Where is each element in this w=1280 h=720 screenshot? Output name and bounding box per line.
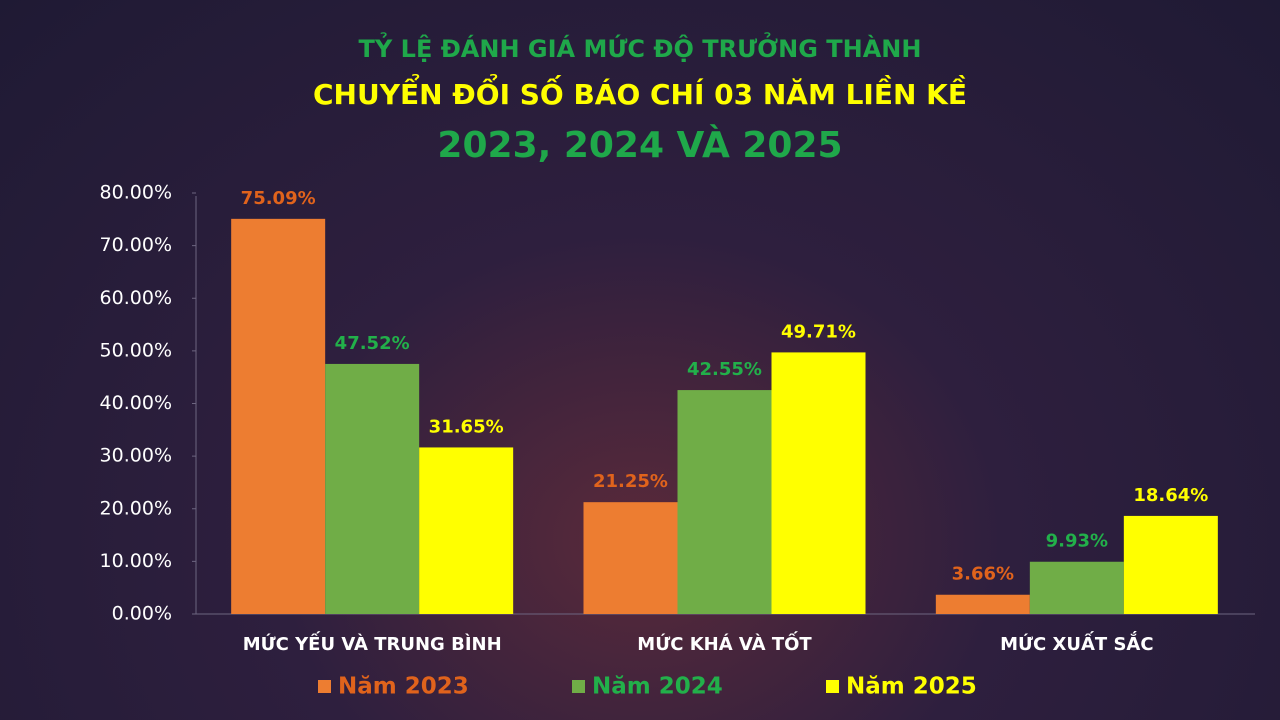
y-tick-label: 40.00% <box>100 392 172 414</box>
data-label: 42.55% <box>687 359 762 380</box>
data-label: 75.09% <box>241 188 316 209</box>
bar <box>677 390 772 614</box>
bar <box>1123 515 1218 614</box>
data-label: 18.64% <box>1133 485 1208 506</box>
bar <box>419 447 514 614</box>
y-tick-label: 30.00% <box>100 445 172 467</box>
data-label: 31.65% <box>429 416 504 437</box>
x-tick-label: MỨC KHÁ VÀ TỐT <box>637 631 812 655</box>
chart-title: CHUYỂN ĐỔI SỐ BÁO CHÍ 03 NĂM LIỀN KỀ <box>313 71 967 111</box>
legend-swatch <box>826 680 839 693</box>
data-label: 47.52% <box>335 333 410 354</box>
bar <box>325 363 420 614</box>
y-tick-label: 60.00% <box>100 287 172 309</box>
legend-label: Năm 2025 <box>846 674 977 700</box>
bar <box>583 502 678 614</box>
legend-label: Năm 2023 <box>338 674 469 700</box>
chart-title: TỶ LỆ ĐÁNH GIÁ MỨC ĐỘ TRƯỞNG THÀNH <box>359 30 922 63</box>
data-label: 9.93% <box>1046 531 1108 552</box>
y-tick-label: 80.00% <box>100 182 172 204</box>
y-tick-label: 0.00% <box>112 603 172 625</box>
bar <box>231 218 326 615</box>
legend-label: Năm 2024 <box>592 674 723 700</box>
chart-title: 2023, 2024 VÀ 2025 <box>437 124 842 166</box>
bar <box>771 352 866 614</box>
y-tick-label: 20.00% <box>100 497 172 519</box>
y-tick-label: 50.00% <box>100 339 172 361</box>
data-label: 3.66% <box>952 564 1014 585</box>
y-tick-label: 70.00% <box>100 234 172 256</box>
x-tick-label: MỨC YẾU VÀ TRUNG BÌNH <box>243 631 502 655</box>
bar <box>1029 561 1124 614</box>
y-tick-label: 10.00% <box>100 550 172 572</box>
data-label: 21.25% <box>593 471 668 492</box>
x-tick-label: MỨC XUẤT SẮC <box>1000 631 1154 655</box>
bar <box>935 594 1030 614</box>
legend-swatch <box>318 680 331 693</box>
legend-swatch <box>572 680 585 693</box>
data-label: 49.71% <box>781 321 856 342</box>
